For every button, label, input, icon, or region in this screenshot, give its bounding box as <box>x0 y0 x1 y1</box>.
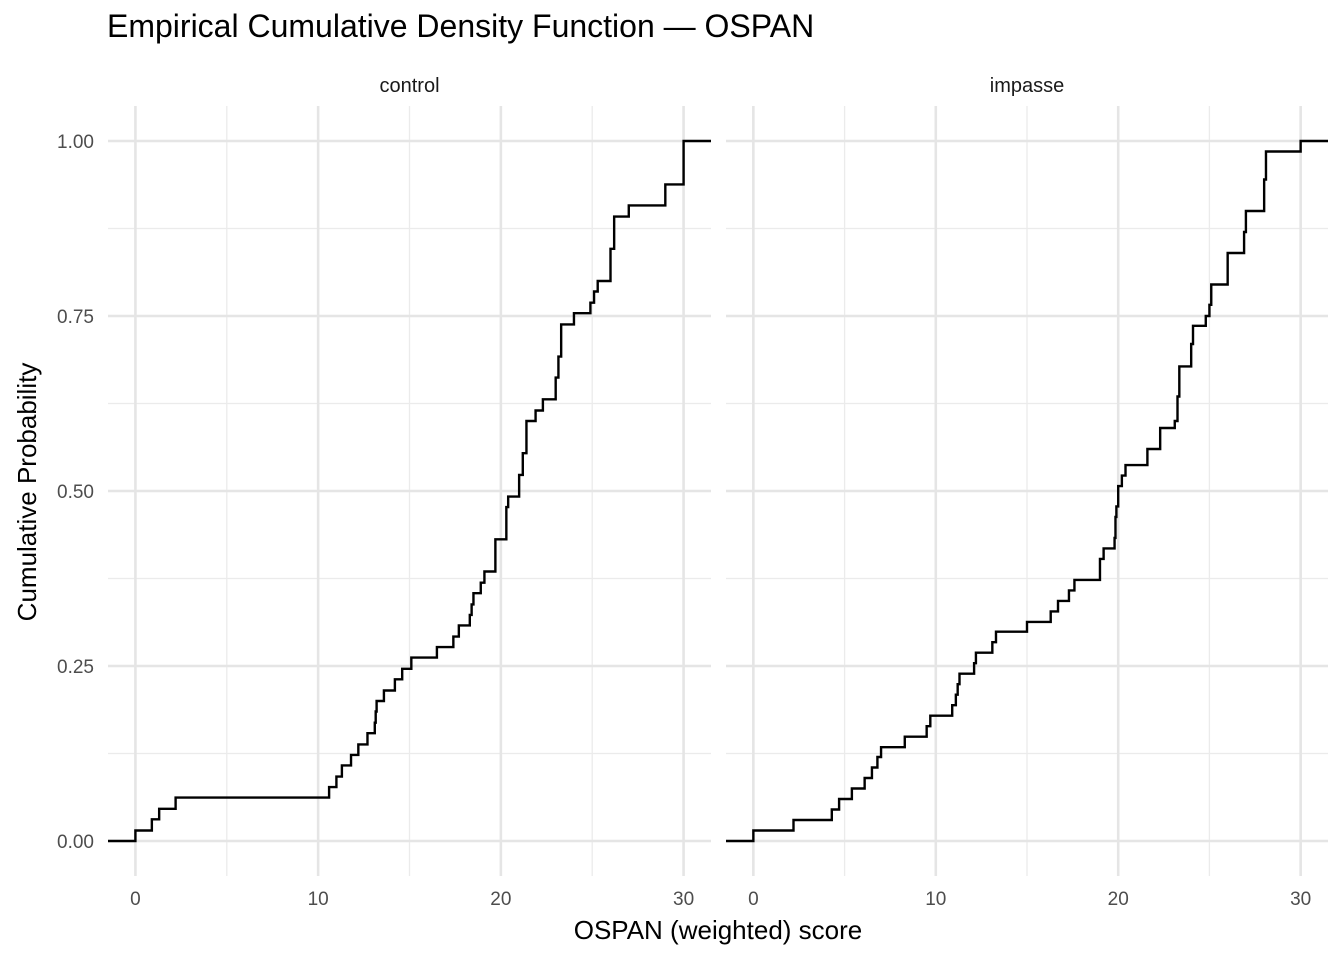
y-tick-label: 0.75 <box>57 307 94 328</box>
chart-title: Empirical Cumulative Density Function — … <box>107 8 815 44</box>
y-tick-label: 0.50 <box>57 482 94 503</box>
facet-label-impasse: impasse <box>990 75 1064 97</box>
ecdf-line-impasse <box>726 139 1328 843</box>
panel-control: control 0 10 20 30 <box>108 75 711 910</box>
y-axis: 0.00 0.25 0.50 0.75 1.00 <box>57 132 94 853</box>
x-tick-label: 30 <box>673 889 694 910</box>
panel-impasse: impasse 0 10 20 30 <box>726 75 1328 910</box>
y-tick-label: 0.00 <box>57 832 94 853</box>
x-tick-label: 20 <box>1108 889 1129 910</box>
x-tick-label: 20 <box>490 889 511 910</box>
x-tick-label: 10 <box>925 889 946 910</box>
y-tick-label: 0.25 <box>57 657 94 678</box>
x-tick-label: 0 <box>748 889 759 910</box>
x-tick-label: 10 <box>308 889 329 910</box>
y-axis-title: Cumulative Probability <box>12 363 42 622</box>
x-tick-label: 0 <box>130 889 141 910</box>
y-tick-label: 1.00 <box>57 132 94 153</box>
ecdf-line-control <box>108 139 711 843</box>
x-tick-label: 30 <box>1290 889 1311 910</box>
facet-label-control: control <box>379 75 439 97</box>
x-axis-title: OSPAN (weighted) score <box>574 915 863 945</box>
